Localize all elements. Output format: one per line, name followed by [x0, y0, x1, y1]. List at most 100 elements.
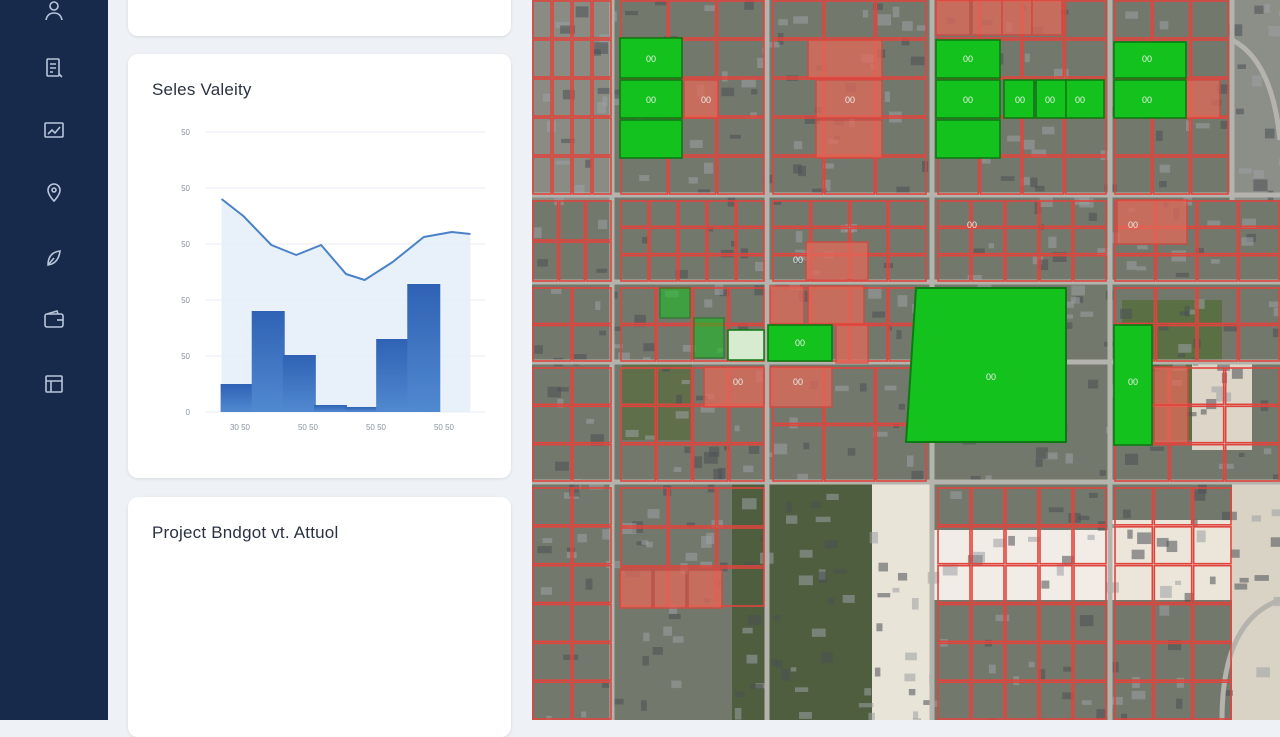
- person-icon[interactable]: [38, 0, 70, 26]
- parcel-outline[interactable]: [971, 681, 1005, 720]
- parcel-outline[interactable]: [532, 78, 552, 117]
- parcel-outline[interactable]: [532, 487, 572, 526]
- parcel-approved[interactable]: [1035, 79, 1067, 119]
- parcel-outline[interactable]: [1197, 324, 1239, 362]
- parcel-outline[interactable]: [849, 227, 889, 255]
- parcel-outline[interactable]: [1114, 287, 1156, 325]
- parcel-outline[interactable]: [1192, 642, 1232, 681]
- parcel-flagged[interactable]: [1031, 0, 1063, 36]
- parcel-flagged[interactable]: [1001, 0, 1033, 36]
- parcel-outline[interactable]: [532, 564, 572, 604]
- parcel-outline[interactable]: [823, 424, 876, 482]
- parcel-outline[interactable]: [971, 603, 1005, 643]
- parcel-outline[interactable]: [716, 39, 765, 78]
- parcel-outline[interactable]: [532, 117, 552, 156]
- parcel-outline[interactable]: [532, 642, 572, 681]
- parcel-outline[interactable]: [1039, 227, 1073, 255]
- parcel-outline[interactable]: [1039, 487, 1073, 526]
- parcel-approved[interactable]: [935, 39, 1001, 79]
- parcel-flagged[interactable]: [683, 79, 719, 119]
- parcel-outline[interactable]: [1114, 487, 1154, 526]
- parcel-outline[interactable]: [1064, 39, 1107, 78]
- parcel-outline[interactable]: [849, 200, 889, 228]
- parcel-outline[interactable]: [937, 227, 971, 255]
- parcel-outline[interactable]: [1022, 156, 1065, 195]
- parcel-outline[interactable]: [532, 603, 572, 643]
- parcel-outline[interactable]: [552, 78, 572, 117]
- parcel-outline[interactable]: [1155, 287, 1197, 325]
- parcel-approved[interactable]: [1003, 79, 1035, 119]
- parcel-outline[interactable]: [971, 227, 1005, 255]
- parcel-outline[interactable]: [532, 367, 572, 406]
- parcel-outline[interactable]: [772, 0, 824, 39]
- parcel-outline[interactable]: [736, 200, 765, 228]
- parcel-outline[interactable]: [1073, 200, 1107, 228]
- parcel-outline[interactable]: [937, 603, 971, 643]
- parcel-outline[interactable]: [1197, 254, 1239, 282]
- parcel-outline[interactable]: [1073, 526, 1107, 565]
- parcel-outline[interactable]: [1114, 564, 1154, 604]
- parcel-outline[interactable]: [971, 200, 1005, 228]
- parcel-flagged[interactable]: [807, 285, 865, 325]
- parcel-outline[interactable]: [1073, 564, 1107, 604]
- parcel-outline[interactable]: [1192, 681, 1232, 720]
- parcel-outline[interactable]: [572, 405, 612, 444]
- parcel-outline[interactable]: [1114, 254, 1156, 282]
- parcel-outline[interactable]: [532, 156, 552, 195]
- parcel-outline[interactable]: [592, 117, 612, 156]
- parcel-outline[interactable]: [572, 39, 592, 78]
- parcel-outline[interactable]: [1005, 227, 1039, 255]
- parcel-outline[interactable]: [888, 254, 927, 282]
- parcel-outline[interactable]: [1039, 526, 1073, 565]
- parcel-outline[interactable]: [1073, 227, 1107, 255]
- parcel-outline[interactable]: [1169, 443, 1225, 482]
- parcel-outline[interactable]: [572, 287, 612, 325]
- parcel-outline[interactable]: [736, 254, 765, 282]
- parcel-outline[interactable]: [532, 526, 572, 565]
- parcel-outline[interactable]: [532, 287, 572, 325]
- parcel-outline[interactable]: [1039, 254, 1073, 282]
- parcel-outline[interactable]: [532, 324, 572, 362]
- parcel-approved[interactable]: [1065, 79, 1105, 119]
- parcel-map-canvas[interactable]: 00 00 00 00 00 00 00 00 00 00 00 00 00 00 00 00 00 00 00: [532, 0, 1280, 720]
- parcel-outline[interactable]: [1153, 564, 1193, 604]
- parcel-outline[interactable]: [668, 0, 717, 39]
- parcel-approved[interactable]: [1113, 41, 1187, 79]
- parcel-outline[interactable]: [1155, 254, 1197, 282]
- parcel-flagged[interactable]: [769, 366, 833, 408]
- parcel-flagged[interactable]: [703, 366, 765, 408]
- document-icon[interactable]: [38, 52, 70, 84]
- parcel-outline[interactable]: [1192, 603, 1232, 643]
- parcel-outline[interactable]: [620, 527, 669, 567]
- parcel-outline[interactable]: [592, 156, 612, 195]
- parcel-outline[interactable]: [668, 156, 717, 195]
- parcel-outline[interactable]: [668, 487, 717, 527]
- parcel-outline[interactable]: [772, 227, 811, 255]
- parcel-approved[interactable]: [619, 119, 683, 159]
- parcel-outline[interactable]: [1152, 156, 1191, 195]
- parcel-flagged[interactable]: [807, 39, 883, 79]
- parcel-outline[interactable]: [620, 367, 657, 406]
- parcel-outline[interactable]: [772, 200, 811, 228]
- parcel-outline[interactable]: [1005, 200, 1039, 228]
- parcel-outline[interactable]: [1073, 681, 1107, 720]
- parcel-outline[interactable]: [1005, 603, 1039, 643]
- parcel-outline[interactable]: [772, 156, 824, 195]
- parcel-outline[interactable]: [1114, 681, 1154, 720]
- parcel-outline[interactable]: [937, 642, 971, 681]
- parcel-outline[interactable]: [1153, 642, 1193, 681]
- parcel-outline[interactable]: [1005, 487, 1039, 526]
- parcel-outline[interactable]: [937, 487, 971, 526]
- parcel-outline[interactable]: [1114, 642, 1154, 681]
- parcel-outline[interactable]: [1114, 526, 1154, 565]
- parcel-approved[interactable]: [1113, 79, 1187, 119]
- parcel-outline[interactable]: [971, 526, 1005, 565]
- parcel-outline[interactable]: [1005, 564, 1039, 604]
- parcel-outline[interactable]: [620, 443, 657, 482]
- parcel-outline[interactable]: [552, 156, 572, 195]
- parcel-outline[interactable]: [1238, 287, 1280, 325]
- leaf-icon[interactable]: [38, 242, 70, 274]
- parcel-outline[interactable]: [572, 0, 592, 39]
- parcel-outline[interactable]: [1114, 603, 1154, 643]
- parcel-outline[interactable]: [1224, 405, 1280, 444]
